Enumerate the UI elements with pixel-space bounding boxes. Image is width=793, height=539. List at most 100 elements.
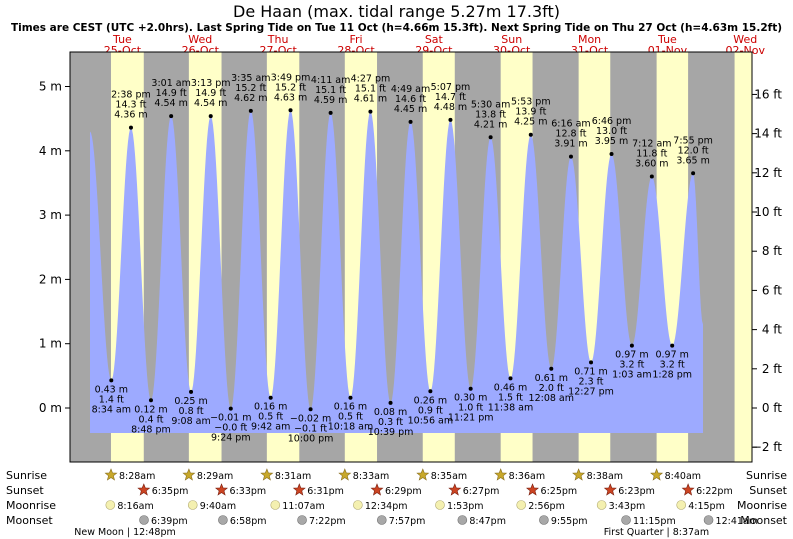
tide-label-high: 6:16 am [551, 119, 590, 130]
tide-label-low: 3.2 ft [619, 360, 644, 371]
tide-label-high: 5:07 pm [431, 82, 471, 93]
tide-label-low: −0.02 m [290, 413, 331, 424]
sunset-time: 6:23pm [618, 486, 655, 497]
sunrise-time: 8:40am [665, 471, 701, 482]
tide-point-24 [589, 360, 594, 365]
tide-label-high: 15.2 ft [235, 83, 266, 94]
tide-label-low: 0.08 m [374, 407, 407, 418]
right-tick-label: 16 ft [754, 87, 782, 101]
tide-label-low: 0.61 m [535, 373, 568, 384]
day-name-label: Fri [349, 33, 362, 46]
tide-label-low: 8:34 am [92, 404, 131, 415]
right-tick-label: 8 ft [762, 244, 782, 258]
tide-label-high: 7:55 pm [673, 135, 713, 146]
tide-label-low: 0.30 m [454, 393, 487, 404]
tide-label-high: 5:53 pm [511, 97, 551, 108]
day-name-label: Tue [112, 33, 132, 46]
moonrise-time: 1:53pm [447, 501, 484, 512]
moonset-icon [376, 515, 387, 525]
tide-point-22 [549, 366, 554, 371]
sunset-row-label-left: Sunset [6, 484, 44, 497]
tide-label-low: 8:48 pm [131, 424, 171, 435]
tide-label-high: 3:49 pm [271, 72, 311, 83]
moonset-icon [621, 515, 631, 525]
tide-label-low: 12:08 am [529, 393, 574, 404]
sunset-time: 6:22pm [696, 486, 733, 497]
tide-label-low: 0.97 m [615, 350, 648, 361]
tide-label-low: 10:00 pm [288, 433, 334, 444]
tide-label-low: 1.5 ft [498, 392, 523, 403]
axes: 0 m 1 m 2 m 3 m 4 m 5 m −2 ft 0 ft 2 ft 4 ft 6 ft 8… [39, 51, 783, 463]
moonset-time: 9:55pm [551, 516, 588, 527]
moonset-time: 8:47pm [469, 516, 506, 527]
tide-label-high: 3:35 am [231, 73, 270, 84]
moonset-icon [218, 515, 228, 525]
tide-point-0 [109, 378, 114, 383]
left-tick-label: 3 m [39, 208, 62, 222]
moonrise-icon [596, 500, 607, 510]
tide-water-area [90, 110, 703, 433]
tide-label-low: 0.5 ft [258, 412, 283, 423]
tide-label-high: 14.6 ft [395, 94, 426, 105]
right-tick-label: 10 ft [754, 205, 782, 219]
tide-label-low: 0.4 ft [138, 414, 163, 425]
right-tick-label: 0 ft [762, 401, 782, 415]
right-tick-label: −2 ft [752, 440, 783, 454]
tide-label-high: 3.60 m [635, 159, 668, 170]
tide-label-low: 0.12 m [134, 404, 167, 415]
moonset-icon [297, 515, 307, 525]
sunset-icon [603, 483, 617, 496]
sunrise-row-label-left: Sunrise [6, 469, 47, 482]
tide-label-low: 0.46 m [494, 382, 527, 393]
tide-label-high: 4:49 am [391, 84, 430, 95]
sunrise-icon [416, 468, 430, 481]
sunrise-time: 8:29am [197, 471, 233, 482]
moonrise-icon [676, 500, 687, 510]
right-tick-label: 2 ft [762, 362, 782, 376]
sunrise-icon [650, 468, 664, 481]
tide-point-18 [468, 386, 473, 391]
tide-label-low: 10:56 am [408, 415, 453, 426]
tide-label-high: 14.7 ft [435, 92, 466, 103]
tide-label-low: 11:38 am [488, 402, 533, 413]
moonset-time: 6:58pm [230, 516, 267, 527]
tide-label-high: 11.8 ft [636, 149, 667, 160]
tide-label-high: 4.54 m [194, 98, 227, 109]
moonrise-icon [187, 500, 198, 510]
sunset-time: 6:33pm [230, 486, 267, 497]
tide-label-low: 0.97 m [655, 350, 688, 361]
sunset-icon [681, 483, 695, 496]
moonrise-time: 8:16am [117, 501, 153, 512]
tide-label-high: 4.62 m [234, 93, 267, 104]
tide-label-low: 1:03 am [612, 370, 651, 381]
tide-point-2 [148, 398, 153, 403]
tide-point-28 [670, 343, 675, 348]
sunrise-time: 8:35am [431, 471, 467, 482]
tide-label-high: 14.9 ft [156, 88, 187, 99]
day-name-label: Wed [733, 33, 757, 46]
day-name-label: Wed [188, 33, 212, 46]
tide-label-low: 0.9 ft [418, 405, 443, 416]
tide-label-high: 12.8 ft [555, 129, 586, 140]
tide-label-low: 3.2 ft [660, 360, 685, 371]
tide-label-high: 15.2 ft [275, 82, 306, 93]
tide-point-11 [328, 110, 333, 115]
tide-label-low: 0.43 m [95, 384, 128, 395]
tide-label-low: 0.8 ft [179, 406, 204, 417]
sunrise-time: 8:38am [587, 471, 623, 482]
tide-label-high: 3.95 m [595, 136, 628, 147]
tide-label-low: 9:24 pm [211, 433, 251, 444]
moonset-icon [539, 515, 549, 525]
moonset-time: 11:15pm [633, 516, 676, 527]
tide-label-high: 12.0 ft [678, 145, 709, 156]
tide-label-low: 10:39 pm [368, 427, 414, 438]
tide-point-12 [348, 395, 353, 400]
moonrise-row-label-left: Moonrise [6, 499, 56, 512]
tide-point-5 [208, 114, 213, 119]
day-name-label: Sun [501, 33, 522, 46]
moonrise-icon [435, 500, 445, 510]
tide-label-high: 13.9 ft [515, 107, 546, 118]
tide-label-high: 6:46 pm [592, 116, 632, 127]
sunset-icon [215, 483, 228, 496]
tide-label-high: 3:13 pm [191, 78, 231, 89]
